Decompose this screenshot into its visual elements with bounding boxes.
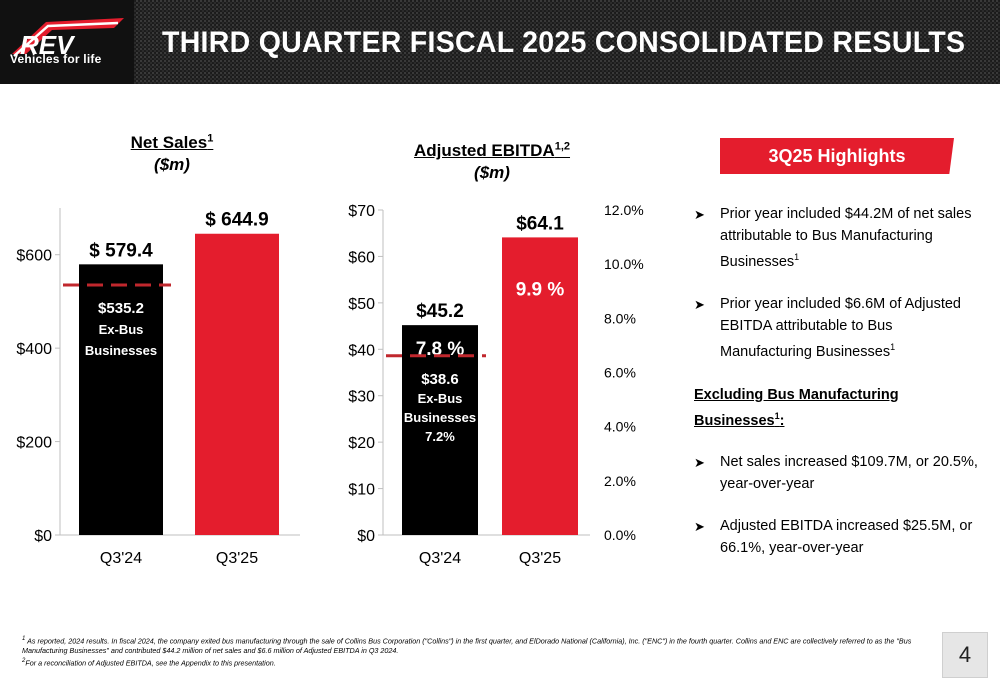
- logo-band: [0, 0, 134, 84]
- reference-inner-label: Ex-Bus: [99, 322, 144, 337]
- ebitda-title: Adjusted EBITDA1,2 ($m): [402, 140, 582, 183]
- bar: [79, 264, 163, 535]
- y-tick-label: $30: [348, 389, 375, 406]
- bar: [402, 325, 478, 535]
- highlights-list: ➤ Prior year included $44.2M of net sale…: [694, 204, 984, 580]
- net-sales-title-text: Net Sales: [130, 132, 208, 152]
- footnote-1-text: As reported, 2024 results. In fiscal 202…: [22, 636, 912, 656]
- footnotes: 1 As reported, 2024 results. In fiscal 2…: [22, 634, 942, 669]
- header-banner: REV Vehicles for life THIRD QUARTER FISC…: [0, 0, 1000, 84]
- secondary-y-tick-label: 4.0%: [604, 419, 636, 435]
- reference-inner-label: Ex-Bus: [418, 391, 463, 406]
- margin-label: 9.9 %: [516, 279, 565, 300]
- net-sales-title: Net Sales1 ($m): [102, 132, 242, 175]
- secondary-y-tick-label: 0.0%: [604, 527, 636, 543]
- ebitda-unit: ($m): [474, 162, 510, 182]
- arrow-bullet-icon: ➤: [694, 519, 705, 535]
- footnote-1-sup: 1: [22, 636, 26, 642]
- logo-tagline: Vehicles for life: [10, 52, 102, 66]
- reference-inner-label: $535.2: [98, 300, 144, 317]
- highlight-text: Adjusted EBITDA increased $25.5M, or 66.…: [720, 518, 973, 556]
- rev-logo: REV: [12, 18, 124, 60]
- page-number: 4: [942, 632, 988, 678]
- subheading-sup: 1: [774, 411, 780, 422]
- highlight-sup: 1: [794, 252, 800, 262]
- secondary-y-tick-label: 12.0%: [604, 202, 644, 218]
- footnote-2: 2For a reconciliation of Adjusted EBITDA…: [22, 656, 942, 668]
- reference-inner-label: Businesses: [404, 410, 476, 425]
- x-tick-label: Q3'25: [519, 550, 561, 567]
- bar-value-label: $64.1: [516, 213, 564, 234]
- bar-value-label: $45.2: [416, 301, 464, 322]
- arrow-bullet-icon: ➤: [694, 455, 705, 471]
- highlight-text: Prior year included $44.2M of net sales …: [720, 206, 972, 270]
- page-title: THIRD QUARTER FISCAL 2025 CONSOLIDATED R…: [162, 26, 966, 59]
- highlight-sup: 1: [890, 342, 896, 353]
- y-tick-label: $70: [348, 203, 375, 220]
- highlight-item: ➤ Net sales increased $109.7M, or 20.5%,…: [694, 452, 984, 495]
- highlights-tab: 3Q25 Highlights: [720, 138, 954, 174]
- bar: [502, 237, 578, 535]
- highlight-item: ➤ Prior year included $44.2M of net sale…: [694, 204, 984, 273]
- y-tick-label: $0: [357, 528, 375, 545]
- net-sales-title-sup: 1: [207, 132, 214, 144]
- bar-value-label: $ 579.4: [89, 240, 153, 261]
- footnote-1: 1 As reported, 2024 results. In fiscal 2…: [22, 634, 942, 656]
- highlight-text: Net sales increased $109.7M, or 20.5%, y…: [720, 454, 978, 492]
- y-tick-label: $400: [16, 341, 52, 358]
- logo-wordmark: REV: [20, 30, 76, 60]
- ebitda-title-text: Adjusted EBITDA: [413, 140, 555, 160]
- bar: [195, 233, 279, 535]
- x-tick-label: Q3'25: [216, 550, 258, 567]
- subheading-text: Excluding Bus Manufacturing Businesses: [694, 386, 899, 429]
- arrow-bullet-icon: ➤: [694, 297, 705, 313]
- x-tick-label: Q3'24: [100, 550, 142, 567]
- secondary-y-tick-label: 6.0%: [604, 365, 636, 381]
- highlight-text: Prior year included $6.6M of Adjusted EB…: [720, 296, 961, 361]
- bar-value-label: $ 644.9: [205, 210, 268, 231]
- y-tick-label: $10: [348, 482, 375, 499]
- net-sales-unit: ($m): [154, 154, 190, 174]
- y-tick-label: $50: [348, 296, 375, 313]
- net-sales-chart: $0 $200 $400 $600 $ 579.4 Q3'24 $ 644.9 Q3'25 $5…: [16, 208, 300, 567]
- footnote-2-sup: 2: [22, 658, 26, 665]
- ebitda-title-sup: 1,2: [554, 140, 571, 152]
- y-tick-label: $200: [16, 435, 52, 452]
- x-tick-label: Q3'24: [419, 550, 461, 567]
- y-tick-label: $0: [34, 528, 52, 545]
- highlight-item: ➤ Adjusted EBITDA increased $25.5M, or 6…: [694, 516, 984, 559]
- subheading-suffix: :: [779, 412, 785, 429]
- reference-inner-label: 7.2%: [425, 429, 455, 444]
- highlights-subheading: Excluding Bus Manufacturing Businesses1:: [694, 385, 984, 433]
- secondary-y-tick-label: 10.0%: [604, 256, 644, 272]
- y-tick-label: $60: [348, 249, 375, 266]
- y-tick-label: $40: [348, 342, 375, 359]
- footnote-2-text: For a reconciliation of Adjusted EBITDA,…: [25, 658, 276, 668]
- highlight-item: ➤ Prior year included $6.6M of Adjusted …: [694, 294, 984, 363]
- y-tick-label: $20: [348, 435, 375, 452]
- secondary-y-tick-label: 8.0%: [604, 310, 636, 326]
- reference-inner-label: Businesses: [85, 343, 157, 358]
- y-tick-label: $600: [16, 248, 52, 265]
- reference-inner-label: $38.6: [421, 371, 459, 388]
- adjusted-ebitda-chart: $0 $10 $20 $30 $40 $50 $60 $70 0.0% 2.0% 4.0% 6.0% 8…: [348, 202, 644, 567]
- secondary-y-tick-label: 2.0%: [604, 473, 636, 489]
- margin-label: 7.8 %: [416, 339, 465, 360]
- arrow-bullet-icon: ➤: [694, 207, 705, 222]
